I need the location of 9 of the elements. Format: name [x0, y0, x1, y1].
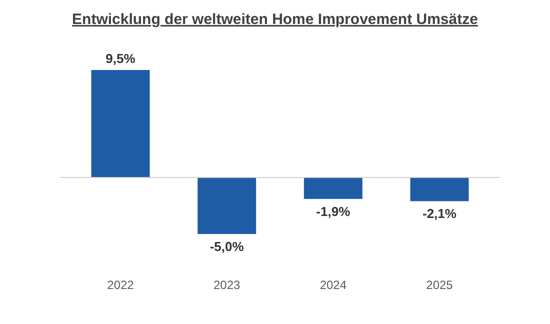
data-label: 9,5%	[106, 51, 136, 66]
x-tick-label: 2023	[213, 278, 241, 292]
data-label: -2,1%	[422, 206, 457, 222]
x-tick-label: 2025	[426, 278, 454, 292]
x-tick-label: 2022	[107, 278, 134, 292]
data-label: -1,9%	[316, 204, 351, 219]
chart-title: Entwicklung der weltweiten Home Improvement Umsätze	[72, 11, 478, 28]
x-tick-label: 2024	[320, 278, 347, 292]
data-label: -5,0%	[210, 239, 244, 254]
